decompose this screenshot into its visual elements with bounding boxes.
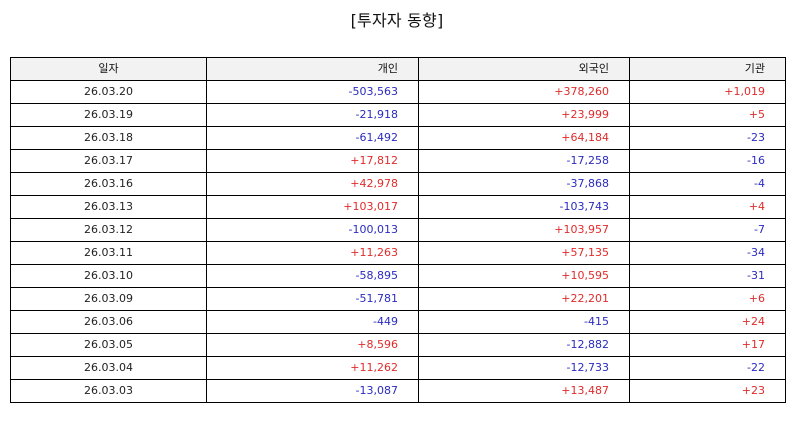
foreign-cell: +22,201 bbox=[418, 287, 630, 311]
foreign-cell: +13,487 bbox=[418, 379, 630, 403]
table-row: 26.03.20 -503,563 +378,260 +1,019 bbox=[10, 80, 786, 104]
header-foreign: 외국인 bbox=[418, 57, 630, 81]
individual-cell: -61,492 bbox=[206, 126, 419, 150]
date-cell: 26.03.18 bbox=[10, 126, 207, 150]
foreign-cell: +103,957 bbox=[418, 218, 630, 242]
foreign-cell: +378,260 bbox=[418, 80, 630, 104]
institution-cell: -7 bbox=[629, 218, 786, 242]
foreign-cell: +23,999 bbox=[418, 103, 630, 127]
date-cell: 26.03.03 bbox=[10, 379, 207, 403]
header-date: 일자 bbox=[10, 57, 207, 81]
date-cell: 26.03.12 bbox=[10, 218, 207, 242]
table-row: 26.03.11 +11,263 +57,135 -34 bbox=[10, 241, 786, 265]
page-title: [투자자 동향] bbox=[350, 11, 444, 30]
institution-cell: -34 bbox=[629, 241, 786, 265]
date-cell: 26.03.04 bbox=[10, 356, 207, 380]
individual-cell: -13,087 bbox=[206, 379, 419, 403]
individual-cell: +11,263 bbox=[206, 241, 419, 265]
date-cell: 26.03.19 bbox=[10, 103, 207, 127]
table-row: 26.03.10 -58,895 +10,595 -31 bbox=[10, 264, 786, 288]
date-cell: 26.03.16 bbox=[10, 172, 207, 196]
date-cell: 26.03.06 bbox=[10, 310, 207, 334]
individual-cell: +17,812 bbox=[206, 149, 419, 173]
table-row: 26.03.05 +8,596 -12,882 +17 bbox=[10, 333, 786, 357]
institution-cell: -23 bbox=[629, 126, 786, 150]
institution-cell: +4 bbox=[629, 195, 786, 219]
institution-cell: +17 bbox=[629, 333, 786, 357]
table-body: 26.03.20 -503,563 +378,260 +1,019 26.03.19 -2… bbox=[10, 80, 786, 403]
individual-cell: +103,017 bbox=[206, 195, 419, 219]
foreign-cell: -12,882 bbox=[418, 333, 630, 357]
individual-cell: +8,596 bbox=[206, 333, 419, 357]
institution-cell: -16 bbox=[629, 149, 786, 173]
individual-cell: -503,563 bbox=[206, 80, 419, 104]
table-header-row: 일자 개인 외국인 기관 bbox=[10, 57, 786, 81]
foreign-cell: +57,135 bbox=[418, 241, 630, 265]
table-row: 26.03.17 +17,812 -17,258 -16 bbox=[10, 149, 786, 173]
individual-cell: -58,895 bbox=[206, 264, 419, 288]
foreign-cell: -12,733 bbox=[418, 356, 630, 380]
institution-cell: +6 bbox=[629, 287, 786, 311]
institution-cell: +24 bbox=[629, 310, 786, 334]
institution-cell: -31 bbox=[629, 264, 786, 288]
individual-cell: +42,978 bbox=[206, 172, 419, 196]
table-row: 26.03.03 -13,087 +13,487 +23 bbox=[10, 379, 786, 403]
institution-cell: +23 bbox=[629, 379, 786, 403]
individual-cell: -449 bbox=[206, 310, 419, 334]
investor-trend-table: 일자 개인 외국인 기관 26.03.20 -503,563 +378,260 +1,… bbox=[10, 57, 786, 403]
individual-cell: +11,262 bbox=[206, 356, 419, 380]
table-row: 26.03.13 +103,017 -103,743 +4 bbox=[10, 195, 786, 219]
institution-cell: -22 bbox=[629, 356, 786, 380]
foreign-cell: -37,868 bbox=[418, 172, 630, 196]
individual-cell: -21,918 bbox=[206, 103, 419, 127]
foreign-cell: +10,595 bbox=[418, 264, 630, 288]
date-cell: 26.03.05 bbox=[10, 333, 207, 357]
individual-cell: -51,781 bbox=[206, 287, 419, 311]
table-row: 26.03.04 +11,262 -12,733 -22 bbox=[10, 356, 786, 380]
table-row: 26.03.18 -61,492 +64,184 -23 bbox=[10, 126, 786, 150]
foreign-cell: -415 bbox=[418, 310, 630, 334]
date-cell: 26.03.09 bbox=[10, 287, 207, 311]
header-individual: 개인 bbox=[206, 57, 419, 81]
date-cell: 26.03.11 bbox=[10, 241, 207, 265]
table-row: 26.03.16 +42,978 -37,868 -4 bbox=[10, 172, 786, 196]
date-cell: 26.03.13 bbox=[10, 195, 207, 219]
foreign-cell: +64,184 bbox=[418, 126, 630, 150]
foreign-cell: -103,743 bbox=[418, 195, 630, 219]
table-row: 26.03.19 -21,918 +23,999 +5 bbox=[10, 103, 786, 127]
header-institution: 기관 bbox=[629, 57, 786, 81]
table-row: 26.03.06 -449 -415 +24 bbox=[10, 310, 786, 334]
date-cell: 26.03.17 bbox=[10, 149, 207, 173]
foreign-cell: -17,258 bbox=[418, 149, 630, 173]
table-row: 26.03.12 -100,013 +103,957 -7 bbox=[10, 218, 786, 242]
date-cell: 26.03.20 bbox=[10, 80, 207, 104]
individual-cell: -100,013 bbox=[206, 218, 419, 242]
date-cell: 26.03.10 bbox=[10, 264, 207, 288]
institution-cell: +1,019 bbox=[629, 80, 786, 104]
table-row: 26.03.09 -51,781 +22,201 +6 bbox=[10, 287, 786, 311]
institution-cell: +5 bbox=[629, 103, 786, 127]
institution-cell: -4 bbox=[629, 172, 786, 196]
